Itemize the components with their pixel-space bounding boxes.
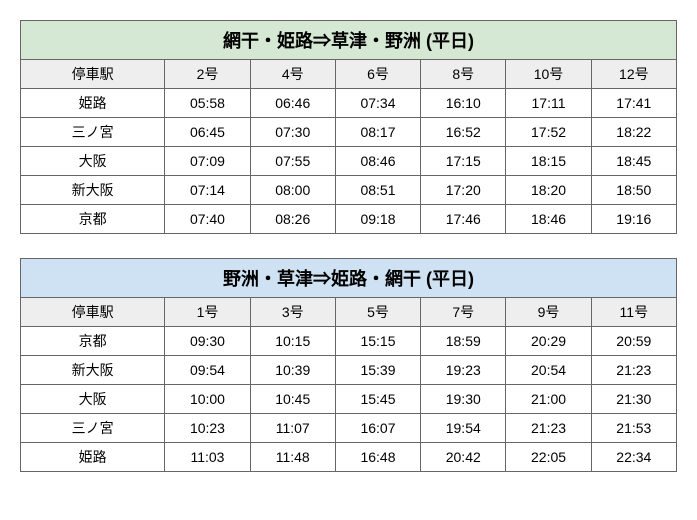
time-cell: 16:10 <box>421 89 506 118</box>
train-header: 4号 <box>250 60 335 89</box>
time-cell: 18:46 <box>506 205 591 234</box>
time-cell: 17:46 <box>421 205 506 234</box>
station-cell: 京都 <box>21 205 165 234</box>
table-row: 新大阪07:1408:0008:5117:2018:2018:50 <box>21 176 677 205</box>
train-header: 12号 <box>591 60 676 89</box>
station-cell: 姫路 <box>21 443 165 472</box>
time-cell: 22:05 <box>506 443 591 472</box>
station-cell: 三ノ宮 <box>21 118 165 147</box>
time-cell: 18:59 <box>421 327 506 356</box>
time-cell: 11:03 <box>165 443 250 472</box>
time-cell: 17:41 <box>591 89 676 118</box>
table-row: 京都09:3010:1515:1518:5920:2920:59 <box>21 327 677 356</box>
station-header: 停車駅 <box>21 60 165 89</box>
time-cell: 21:00 <box>506 385 591 414</box>
table-row: 大阪10:0010:4515:4519:3021:0021:30 <box>21 385 677 414</box>
time-cell: 08:26 <box>250 205 335 234</box>
time-cell: 20:59 <box>591 327 676 356</box>
time-cell: 10:45 <box>250 385 335 414</box>
station-cell: 京都 <box>21 327 165 356</box>
timetable-0: 網干・姫路⇒草津・野洲 (平日)停車駅2号4号6号8号10号12号姫路05:58… <box>20 20 677 234</box>
time-cell: 19:30 <box>421 385 506 414</box>
time-cell: 07:40 <box>165 205 250 234</box>
table-row: 姫路11:0311:4816:4820:4222:0522:34 <box>21 443 677 472</box>
time-cell: 15:39 <box>335 356 420 385</box>
station-cell: 三ノ宮 <box>21 414 165 443</box>
time-cell: 09:18 <box>335 205 420 234</box>
time-cell: 10:39 <box>250 356 335 385</box>
time-cell: 09:30 <box>165 327 250 356</box>
time-cell: 21:23 <box>591 356 676 385</box>
time-cell: 08:00 <box>250 176 335 205</box>
time-cell: 18:15 <box>506 147 591 176</box>
table-row: 三ノ宮10:2311:0716:0719:5421:2321:53 <box>21 414 677 443</box>
train-header: 7号 <box>421 298 506 327</box>
train-header: 8号 <box>421 60 506 89</box>
station-cell: 大阪 <box>21 385 165 414</box>
time-cell: 05:58 <box>165 89 250 118</box>
time-cell: 21:53 <box>591 414 676 443</box>
station-cell: 新大阪 <box>21 356 165 385</box>
time-cell: 19:54 <box>421 414 506 443</box>
table-row: 姫路05:5806:4607:3416:1017:1117:41 <box>21 89 677 118</box>
time-cell: 08:17 <box>335 118 420 147</box>
time-cell: 09:54 <box>165 356 250 385</box>
train-header: 9号 <box>506 298 591 327</box>
time-cell: 18:50 <box>591 176 676 205</box>
time-cell: 07:14 <box>165 176 250 205</box>
time-cell: 10:00 <box>165 385 250 414</box>
time-cell: 10:15 <box>250 327 335 356</box>
time-cell: 17:11 <box>506 89 591 118</box>
time-cell: 15:15 <box>335 327 420 356</box>
time-cell: 06:46 <box>250 89 335 118</box>
station-header: 停車駅 <box>21 298 165 327</box>
train-header: 5号 <box>335 298 420 327</box>
time-cell: 08:51 <box>335 176 420 205</box>
time-cell: 18:20 <box>506 176 591 205</box>
train-header: 1号 <box>165 298 250 327</box>
time-cell: 08:46 <box>335 147 420 176</box>
station-cell: 姫路 <box>21 89 165 118</box>
timetable-1: 野洲・草津⇒姫路・網干 (平日)停車駅1号3号5号7号9号11号京都09:301… <box>20 258 677 472</box>
time-cell: 19:23 <box>421 356 506 385</box>
time-cell: 22:34 <box>591 443 676 472</box>
time-cell: 07:09 <box>165 147 250 176</box>
time-cell: 18:22 <box>591 118 676 147</box>
time-cell: 15:45 <box>335 385 420 414</box>
time-cell: 20:54 <box>506 356 591 385</box>
train-header: 11号 <box>591 298 676 327</box>
time-cell: 10:23 <box>165 414 250 443</box>
time-cell: 17:52 <box>506 118 591 147</box>
train-header: 10号 <box>506 60 591 89</box>
table-row: 新大阪09:5410:3915:3919:2320:5421:23 <box>21 356 677 385</box>
table-title: 網干・姫路⇒草津・野洲 (平日) <box>21 21 677 60</box>
time-cell: 11:48 <box>250 443 335 472</box>
time-cell: 16:07 <box>335 414 420 443</box>
time-cell: 07:55 <box>250 147 335 176</box>
table-row: 三ノ宮06:4507:3008:1716:5217:5218:22 <box>21 118 677 147</box>
train-header: 3号 <box>250 298 335 327</box>
time-cell: 21:30 <box>591 385 676 414</box>
time-cell: 17:20 <box>421 176 506 205</box>
time-cell: 21:23 <box>506 414 591 443</box>
time-cell: 16:52 <box>421 118 506 147</box>
table-row: 京都07:4008:2609:1817:4618:4619:16 <box>21 205 677 234</box>
time-cell: 11:07 <box>250 414 335 443</box>
station-cell: 新大阪 <box>21 176 165 205</box>
time-cell: 20:29 <box>506 327 591 356</box>
time-cell: 20:42 <box>421 443 506 472</box>
table-row: 大阪07:0907:5508:4617:1518:1518:45 <box>21 147 677 176</box>
time-cell: 07:30 <box>250 118 335 147</box>
station-cell: 大阪 <box>21 147 165 176</box>
time-cell: 16:48 <box>335 443 420 472</box>
train-header: 2号 <box>165 60 250 89</box>
table-title: 野洲・草津⇒姫路・網干 (平日) <box>21 259 677 298</box>
time-cell: 19:16 <box>591 205 676 234</box>
time-cell: 17:15 <box>421 147 506 176</box>
time-cell: 07:34 <box>335 89 420 118</box>
time-cell: 06:45 <box>165 118 250 147</box>
train-header: 6号 <box>335 60 420 89</box>
timetables-container: 網干・姫路⇒草津・野洲 (平日)停車駅2号4号6号8号10号12号姫路05:58… <box>20 20 677 472</box>
time-cell: 18:45 <box>591 147 676 176</box>
